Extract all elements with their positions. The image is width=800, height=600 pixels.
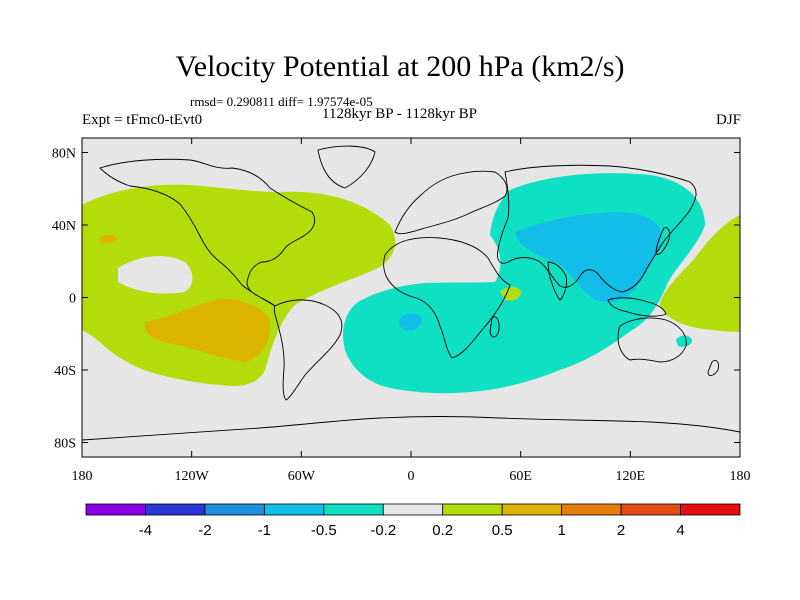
colorbar-swatch <box>263 503 325 516</box>
lat-tick-label: 40N <box>52 219 76 234</box>
colorbar-label: -0.5 <box>311 522 337 539</box>
colorbar-swatch <box>85 503 146 516</box>
coast-new-zealand <box>707 359 719 377</box>
colorbar-label: -4 <box>139 522 152 539</box>
coast-south-america <box>273 299 343 401</box>
colorbar-label: -0.2 <box>370 522 396 539</box>
colorbar-swatch <box>382 503 444 516</box>
period-label: 1128kyr BP - 1128kyr BP <box>322 106 478 122</box>
colorbar-label: -2 <box>198 522 211 539</box>
coast-africa <box>383 237 511 359</box>
longitude-axis: 180 120W 60W 0 60E 120E 180 <box>72 138 751 484</box>
season-label: DJF <box>715 112 741 128</box>
coastlines <box>82 145 740 441</box>
colorbar-swatch <box>145 503 206 516</box>
lon-tick-label: 120E <box>616 469 646 484</box>
coast-asia <box>497 164 697 293</box>
lon-tick-label: 0 <box>408 469 415 484</box>
strong-positive-region-south-pacific <box>144 299 271 362</box>
colorbar-swatch <box>323 503 384 516</box>
lat-tick-label: 80S <box>54 437 76 452</box>
negative-spot-australia-east <box>676 335 692 347</box>
colorbar-label: -1 <box>258 522 271 539</box>
colorbar-swatch <box>501 503 563 516</box>
lat-tick-label: 80N <box>52 147 76 162</box>
latitude-axis: 80N 40N 0 40S 80S <box>52 147 740 452</box>
coast-europe <box>394 170 508 235</box>
colorbar-label: 1 <box>557 522 565 539</box>
lon-tick-label: 180 <box>72 469 93 484</box>
colorbar-swatch <box>204 503 265 516</box>
colorbar-label: 0.5 <box>492 522 513 539</box>
coast-australia <box>617 317 687 363</box>
colorbar-swatch <box>442 503 503 516</box>
map-title: Velocity Potential at 200 hPa (km2/s) <box>175 50 625 83</box>
coast-indonesia <box>607 297 667 317</box>
lat-tick-label: 40S <box>54 364 76 379</box>
strong-negative-core-south-atlantic <box>399 313 423 331</box>
colorbar-label: 0.2 <box>432 522 453 539</box>
colorbar-label: 4 <box>676 522 684 539</box>
colorbar: -4 -2 -1 -0.5 -0.2 0.2 0.5 1 2 4 <box>85 503 741 539</box>
coast-antarctica <box>82 416 740 441</box>
colorbar-label: 2 <box>617 522 625 539</box>
lon-tick-label: 60W <box>288 469 316 484</box>
contour-fills <box>82 173 740 394</box>
coast-india <box>547 261 567 301</box>
experiment-label: Expt = tFmc0-tEvt0 <box>82 112 203 128</box>
lon-tick-label: 180 <box>730 469 751 484</box>
colorbar-swatch <box>561 503 622 516</box>
strong-negative-core-asia <box>515 212 662 302</box>
lon-tick-label: 120W <box>175 469 210 484</box>
coast-greenland <box>317 145 376 189</box>
coast-north-america <box>99 158 316 307</box>
strong-positive-spot-north-pacific <box>100 235 117 244</box>
positive-region-west-pacific <box>660 215 740 332</box>
coast-madagascar <box>489 316 500 338</box>
lon-tick-label: 60E <box>509 469 532 484</box>
coast-japan <box>655 227 671 255</box>
colorbar-swatch <box>680 503 741 516</box>
lat-tick-label: 0 <box>69 292 76 307</box>
colorbar-swatch <box>620 503 681 516</box>
stats-line: rmsd= 0.290811 diff= 1.97574e-05 <box>190 94 373 109</box>
